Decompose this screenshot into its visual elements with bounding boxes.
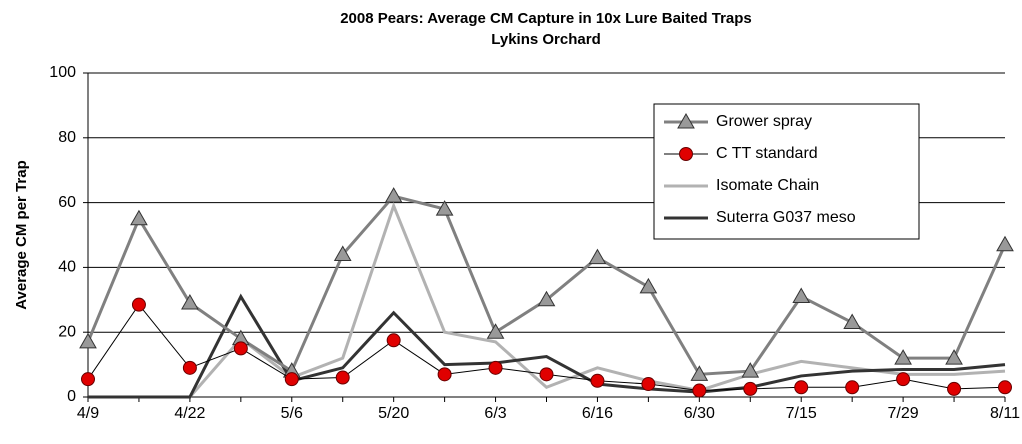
triangle-marker xyxy=(843,313,862,329)
x-tick-label: 4/22 xyxy=(174,405,205,422)
circle-marker xyxy=(679,147,693,161)
x-tick-label: 6/30 xyxy=(684,405,715,422)
circle-marker xyxy=(437,367,452,382)
triangle-marker xyxy=(384,187,403,203)
circle-marker xyxy=(81,372,95,387)
chart-subtitle: Lykins Orchard xyxy=(491,31,600,48)
circle-marker xyxy=(845,380,860,395)
triangle-marker xyxy=(486,323,505,339)
x-tick-label: 8/11 xyxy=(990,405,1020,422)
legend: Grower spray C TT standard Isomate Chain Su… xyxy=(653,103,920,240)
circle-marker xyxy=(743,381,758,396)
triangle-marker xyxy=(690,365,709,381)
triangle-marker xyxy=(894,349,912,365)
legend-label: Isomate Chain xyxy=(716,177,819,194)
circle-marker xyxy=(131,297,146,312)
circle-marker xyxy=(692,383,707,398)
circle-marker xyxy=(947,381,962,396)
triangle-marker xyxy=(333,245,352,261)
triangle-marker xyxy=(996,235,1014,252)
triangle-marker xyxy=(435,200,454,216)
x-tick-label: 6/16 xyxy=(582,405,613,422)
circle-marker xyxy=(182,360,197,375)
triangle-marker xyxy=(537,290,556,307)
circle-marker xyxy=(539,367,554,382)
x-tick-label: 5/20 xyxy=(378,405,409,422)
circle-marker xyxy=(284,372,299,387)
circle-marker xyxy=(233,341,248,356)
y-axis-label: Average CM per Trap xyxy=(13,160,30,310)
circle-marker xyxy=(590,373,605,388)
circle-marker xyxy=(335,370,350,385)
circle-marker xyxy=(794,380,809,395)
y-tick-label: 80 xyxy=(58,129,76,146)
legend-label: Suterra G037 meso xyxy=(716,209,856,226)
triangle-marker xyxy=(639,277,658,294)
circle-marker xyxy=(998,380,1012,395)
triangle-marker xyxy=(677,112,695,129)
y-tick-label: 0 xyxy=(67,388,76,405)
triangle-marker xyxy=(792,287,811,304)
circle-marker xyxy=(641,377,656,392)
legend-label: Grower spray xyxy=(716,113,812,130)
x-tick-label: 5/6 xyxy=(281,405,303,422)
x-tick-label: 6/3 xyxy=(484,405,506,422)
x-tick-label: 4/9 xyxy=(77,405,99,422)
chart-title: 2008 Pears: Average CM Capture in 10x Lu… xyxy=(340,10,752,27)
triangle-marker xyxy=(181,294,199,310)
y-tick-label: 20 xyxy=(58,323,76,340)
triangle-marker xyxy=(588,248,607,265)
series-line xyxy=(88,293,1006,399)
triangle-marker xyxy=(741,362,760,378)
circle-marker xyxy=(896,372,911,387)
y-tick-label: 100 xyxy=(49,64,76,81)
x-tick-label: 7/15 xyxy=(786,405,817,422)
circle-marker xyxy=(488,360,503,375)
x-tick-label: 7/29 xyxy=(888,405,919,422)
triangle-marker xyxy=(945,349,963,365)
legend-label: C TT standard xyxy=(716,145,818,162)
y-tick-label: 60 xyxy=(58,194,76,211)
triangle-marker xyxy=(130,209,148,226)
triangle-marker xyxy=(79,332,97,349)
y-tick-label: 40 xyxy=(58,259,76,276)
circle-marker xyxy=(386,333,401,348)
